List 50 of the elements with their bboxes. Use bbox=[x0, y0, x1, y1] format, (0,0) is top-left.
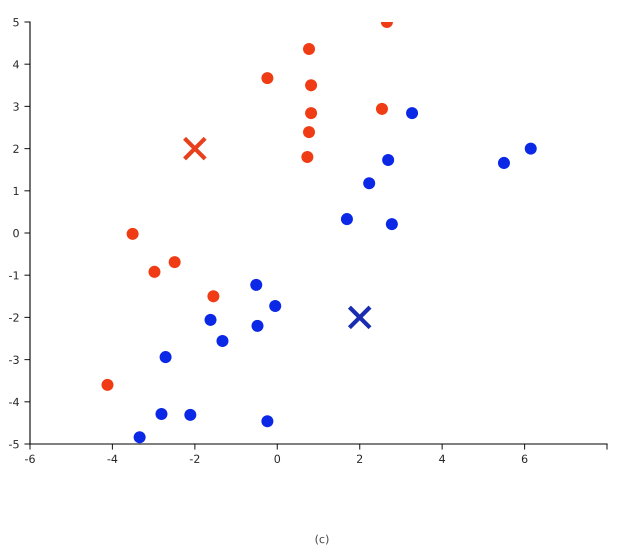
point bbox=[251, 320, 264, 332]
point bbox=[406, 107, 418, 120]
point bbox=[148, 266, 160, 278]
point bbox=[498, 156, 510, 169]
point bbox=[250, 278, 262, 291]
point bbox=[386, 218, 398, 230]
point bbox=[126, 228, 139, 240]
point bbox=[363, 177, 376, 190]
point bbox=[207, 290, 220, 302]
point bbox=[524, 142, 537, 155]
y-tick-label: 5 bbox=[13, 18, 19, 26]
point bbox=[340, 213, 353, 226]
point bbox=[182, 136, 208, 161]
point bbox=[301, 151, 314, 164]
y-tick-label: 0 bbox=[13, 228, 19, 238]
y-tick-label: -3 bbox=[9, 356, 19, 364]
point bbox=[184, 408, 196, 421]
point bbox=[134, 431, 146, 444]
y-tick-label: -2 bbox=[9, 313, 18, 322]
point bbox=[303, 126, 316, 138]
x-tick-label: 6 bbox=[522, 454, 528, 464]
point bbox=[376, 102, 388, 115]
y-tick-label: 3 bbox=[13, 102, 19, 111]
point bbox=[305, 79, 318, 92]
x-tick-label: -4 bbox=[107, 454, 118, 463]
point bbox=[216, 335, 228, 348]
point bbox=[303, 42, 316, 56]
point bbox=[305, 107, 318, 120]
y-tick-label: 2 bbox=[13, 144, 18, 153]
y-tick-label: 4 bbox=[13, 60, 19, 68]
point bbox=[168, 256, 181, 268]
x-tick-label: 2 bbox=[356, 454, 362, 463]
text: (c) bbox=[316, 534, 328, 545]
y-tick-label: -5 bbox=[9, 440, 19, 448]
point bbox=[382, 154, 394, 166]
point bbox=[269, 300, 282, 312]
point bbox=[160, 351, 172, 364]
y-tick-label: -4 bbox=[9, 398, 19, 406]
x-tick-label: -6 bbox=[25, 454, 35, 464]
x-tick-label: 4 bbox=[439, 454, 446, 463]
point bbox=[204, 314, 217, 326]
y-tick-label: 1 bbox=[14, 186, 19, 196]
point bbox=[155, 408, 168, 420]
point bbox=[261, 72, 274, 84]
y-tick-label: -1 bbox=[9, 271, 19, 280]
x-tick-label: 0 bbox=[274, 454, 280, 464]
point bbox=[347, 305, 372, 330]
point bbox=[261, 415, 274, 428]
x-tick-label: -2 bbox=[190, 454, 200, 463]
point bbox=[101, 378, 114, 391]
